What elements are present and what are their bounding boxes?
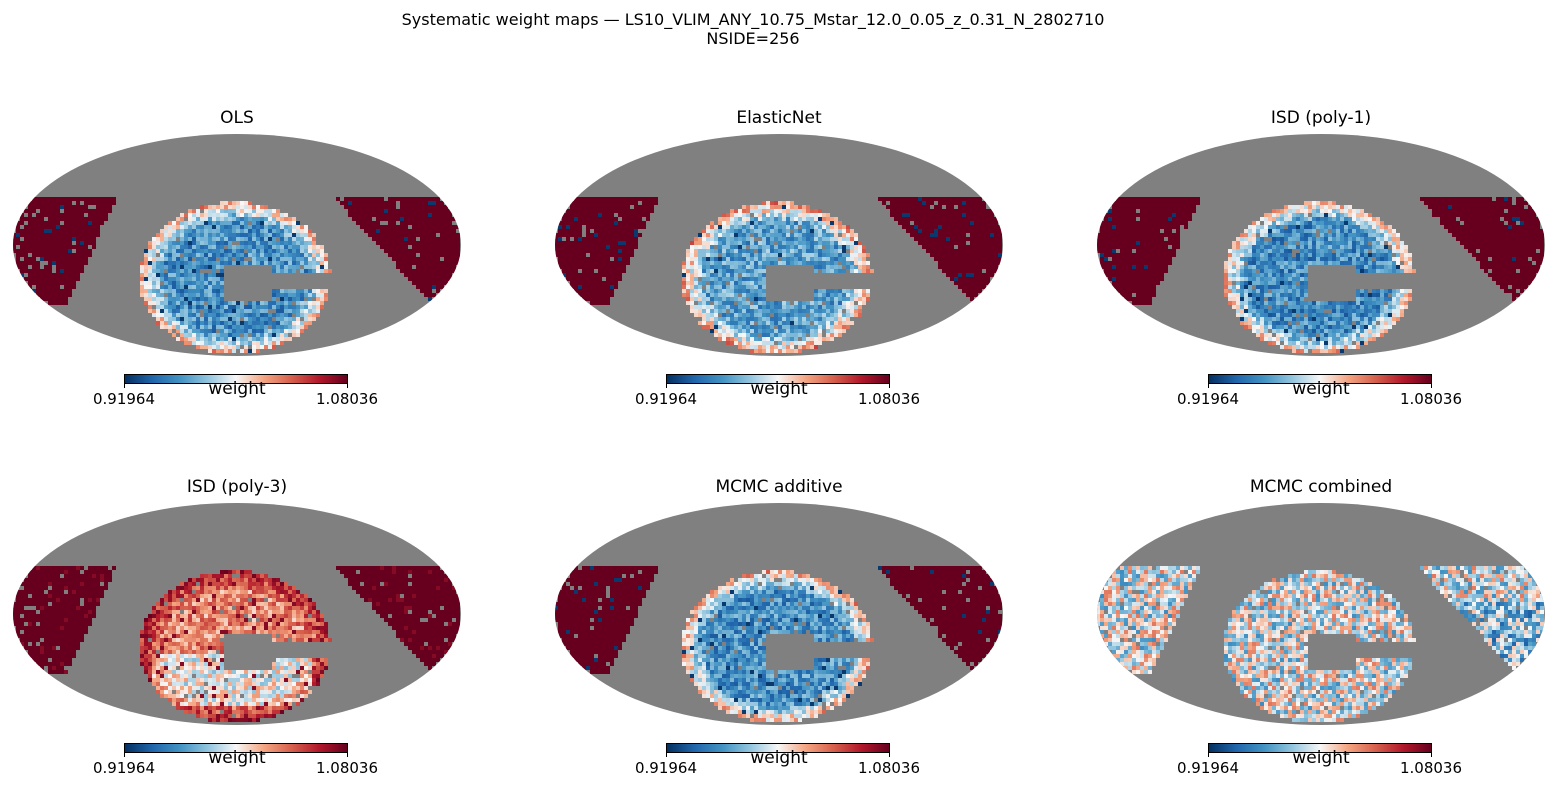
colorbar — [1208, 743, 1432, 753]
mollweide-map — [13, 134, 461, 356]
colorbar — [666, 743, 890, 753]
panel-title: ISD (poly-1) — [1270, 108, 1372, 128]
colorbar-label: weight — [750, 748, 808, 768]
mollweide-map — [555, 503, 1003, 725]
weight-pixels — [1097, 566, 1544, 722]
panel-title: MCMC additive — [715, 477, 843, 497]
figure-title-line-2: NSIDE=256 — [706, 29, 800, 48]
colorbar-label: weight — [208, 379, 266, 399]
panel-title: OLS — [220, 108, 254, 128]
colorbar-max-label: 1.08036 — [857, 759, 921, 777]
colorbar-tick — [1208, 753, 1209, 757]
mollweide-map — [13, 503, 461, 725]
colorbar-max-label: 1.08036 — [315, 759, 379, 777]
colorbar-tick — [666, 384, 667, 388]
colorbar-tick — [1208, 384, 1209, 388]
map-panel: ISD (poly-3) 0.91964 1.08036 weight — [12, 477, 462, 777]
panel-title: MCMC combined — [1249, 477, 1393, 497]
colorbar-min-label: 0.91964 — [1176, 759, 1240, 777]
map-panel: OLS 0.91964 1.08036 weight — [12, 108, 462, 408]
colorbar-min-label: 0.91964 — [92, 390, 156, 408]
weight-pixels — [13, 197, 460, 353]
colorbar-min-label: 0.91964 — [1176, 390, 1240, 408]
colorbar-min-label: 0.91964 — [634, 759, 698, 777]
colorbar-tick — [124, 384, 125, 388]
colorbar-label: weight — [208, 748, 266, 768]
colorbar-tick — [889, 753, 890, 757]
colorbar-tick — [1431, 753, 1432, 757]
mollweide-map — [1097, 503, 1545, 725]
colorbar-tick — [347, 384, 348, 388]
colorbar-tick — [666, 753, 667, 757]
weight-pixels — [555, 197, 1002, 353]
colorbar-tick — [347, 753, 348, 757]
weight-pixels — [555, 566, 1002, 722]
mollweide-map — [1097, 134, 1545, 356]
colorbar-max-label: 1.08036 — [857, 390, 921, 408]
figure-title-line-1: Systematic weight maps — LS10_VLIM_ANY_1… — [401, 10, 1105, 29]
map-panel: ISD (poly-1) 0.91964 1.08036 weight — [1096, 108, 1546, 408]
panel-title: ISD (poly-3) — [186, 477, 288, 497]
colorbar — [124, 743, 348, 753]
map-panel: ElasticNet 0.91964 1.08036 weight — [554, 108, 1004, 408]
panel-title: ElasticNet — [736, 108, 822, 128]
colorbar-max-label: 1.08036 — [1399, 759, 1463, 777]
colorbar-max-label: 1.08036 — [1399, 390, 1463, 408]
colorbar-min-label: 0.91964 — [634, 390, 698, 408]
colorbar-label: weight — [1292, 379, 1350, 399]
figure-title: Systematic weight maps — LS10_VLIM_ANY_1… — [0, 10, 1506, 48]
colorbar-max-label: 1.08036 — [315, 390, 379, 408]
colorbar-tick — [124, 753, 125, 757]
weight-pixels — [1097, 197, 1544, 353]
weight-pixels — [13, 566, 460, 722]
colorbar-tick — [1431, 384, 1432, 388]
colorbar-label: weight — [750, 379, 808, 399]
colorbar-min-label: 0.91964 — [92, 759, 156, 777]
mollweide-map — [555, 134, 1003, 356]
map-panel: MCMC additive 0.91964 1.08036 weight — [554, 477, 1004, 777]
colorbar — [1208, 374, 1432, 384]
colorbar — [124, 374, 348, 384]
map-panel: MCMC combined 0.91964 1.08036 weight — [1096, 477, 1546, 777]
colorbar-tick — [889, 384, 890, 388]
colorbar-label: weight — [1292, 748, 1350, 768]
colorbar — [666, 374, 890, 384]
